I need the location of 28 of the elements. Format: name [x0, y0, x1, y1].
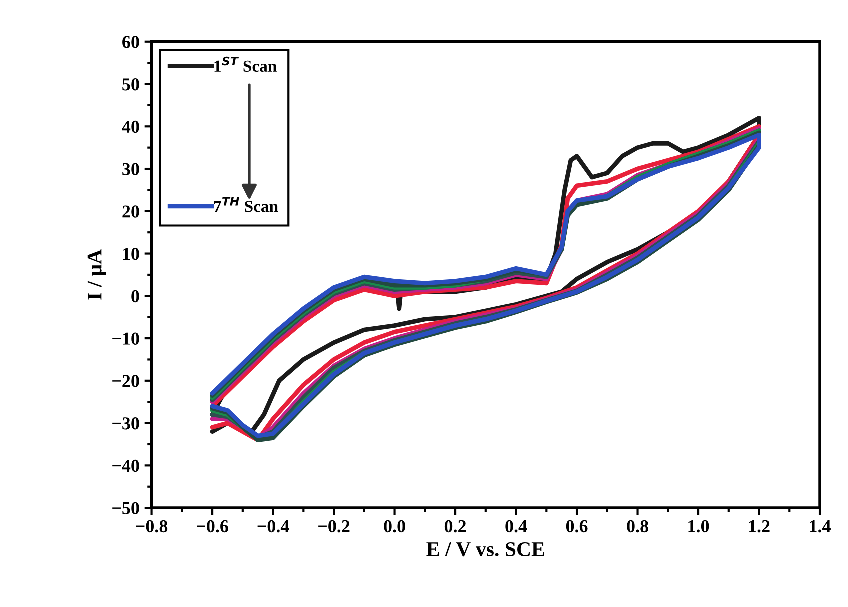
x-tick-label: 1.2 — [749, 520, 770, 533]
y-tick-label: 10 — [123, 248, 140, 260]
y-tick-label: −30 — [112, 418, 140, 430]
x-tick-label: −0.4 — [258, 520, 290, 533]
x-tick-label: −0.2 — [318, 520, 350, 533]
y-tick-label: −20 — [112, 375, 140, 388]
legend-label: 7$^{TH}$ Scan — [214, 197, 278, 212]
y-tick-label: 60 — [122, 36, 140, 48]
y-tick-label: 20 — [122, 206, 140, 218]
y-tick-label: −50 — [112, 502, 140, 514]
y-tick-label: 50 — [122, 78, 140, 91]
legend-label: 1$^{ST}$ Scan — [214, 56, 277, 72]
y-tick-label: −40 — [112, 460, 140, 472]
x-tick-label: 0.8 — [627, 520, 648, 533]
x-tick-label: 0.4 — [506, 520, 528, 533]
x-axis-title: E / V vs. SCE — [426, 542, 544, 557]
y-tick-label: 30 — [122, 163, 140, 176]
x-tick-label: 0.2 — [444, 520, 466, 533]
x-tick-label: 1.4 — [810, 520, 831, 533]
x-tick-label: −0.6 — [197, 520, 228, 533]
x-tick-label: 1.0 — [688, 520, 710, 533]
y-tick-label: 0 — [132, 290, 140, 303]
y-tick-label: −10 — [112, 332, 140, 345]
x-tick-label: 0.0 — [384, 520, 406, 533]
x-tick-label: 0.6 — [566, 520, 588, 533]
y-tick-label: 40 — [122, 120, 140, 134]
y-axis-title: I / μA — [88, 250, 106, 300]
x-tick-label: −0.8 — [136, 520, 168, 533]
